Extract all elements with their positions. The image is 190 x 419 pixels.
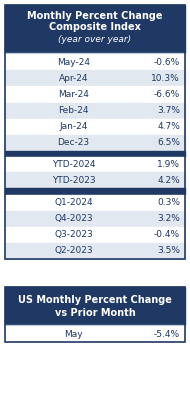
Text: 10.3%: 10.3% xyxy=(151,74,180,83)
Text: 4.2%: 4.2% xyxy=(157,176,180,185)
Text: Q3-2023: Q3-2023 xyxy=(54,230,93,239)
Bar xyxy=(5,150,185,157)
Text: (year over year): (year over year) xyxy=(59,36,131,44)
Text: US Monthly Percent Change: US Monthly Percent Change xyxy=(18,295,172,305)
Text: -0.4%: -0.4% xyxy=(154,230,180,239)
Text: YTD-2023: YTD-2023 xyxy=(52,176,95,185)
Text: Feb-24: Feb-24 xyxy=(58,106,89,115)
Text: 1.9%: 1.9% xyxy=(157,160,180,169)
Text: Q2-2023: Q2-2023 xyxy=(54,246,93,255)
Text: Q4-2023: Q4-2023 xyxy=(54,214,93,223)
Text: Q1-2024: Q1-2024 xyxy=(54,198,93,207)
Bar xyxy=(5,5,185,259)
Bar xyxy=(5,194,185,210)
Text: 3.2%: 3.2% xyxy=(157,214,180,223)
Bar xyxy=(5,287,185,324)
Bar xyxy=(5,227,185,243)
Bar xyxy=(5,189,185,194)
Text: -5.4%: -5.4% xyxy=(154,329,180,339)
Text: Composite Index: Composite Index xyxy=(49,22,141,32)
Text: vs Prior Month: vs Prior Month xyxy=(55,308,135,318)
Text: 3.7%: 3.7% xyxy=(157,106,180,115)
Text: 0.3%: 0.3% xyxy=(157,198,180,207)
Bar xyxy=(5,157,185,173)
Text: 4.7%: 4.7% xyxy=(157,122,180,131)
Text: Jan-24: Jan-24 xyxy=(59,122,88,131)
Text: Mar-24: Mar-24 xyxy=(58,90,89,99)
Bar xyxy=(5,53,185,54)
Bar xyxy=(5,326,185,342)
Bar xyxy=(5,5,185,53)
Text: 3.5%: 3.5% xyxy=(157,246,180,255)
Text: May: May xyxy=(64,329,83,339)
Text: YTD-2024: YTD-2024 xyxy=(52,160,95,169)
Bar xyxy=(5,86,185,103)
Bar xyxy=(5,173,185,189)
Text: -6.6%: -6.6% xyxy=(154,90,180,99)
Bar xyxy=(5,103,185,119)
Bar xyxy=(5,324,185,326)
Bar xyxy=(5,287,185,342)
Text: Apr-24: Apr-24 xyxy=(59,74,88,83)
Bar xyxy=(5,119,185,134)
Bar xyxy=(5,70,185,86)
Bar xyxy=(5,134,185,150)
Bar xyxy=(5,243,185,259)
Bar xyxy=(5,210,185,227)
Text: Dec-23: Dec-23 xyxy=(57,138,89,147)
Text: Monthly Percent Change: Monthly Percent Change xyxy=(27,11,163,21)
Text: -0.6%: -0.6% xyxy=(154,58,180,67)
Text: May-24: May-24 xyxy=(57,58,90,67)
Text: 6.5%: 6.5% xyxy=(157,138,180,147)
Bar xyxy=(5,54,185,70)
